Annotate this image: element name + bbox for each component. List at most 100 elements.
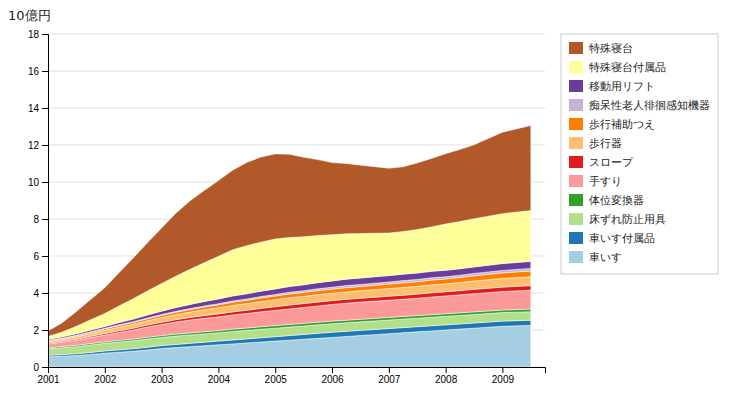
tick-label: 2005 <box>265 374 288 385</box>
x-axis: 2001 2002 2003 2004 2005 2006 2007 2008 2009 <box>37 367 545 385</box>
legend-swatch <box>569 251 583 263</box>
tick-label: 16 <box>28 66 40 77</box>
tick: 2003 <box>151 367 174 385</box>
tick-mark <box>105 367 106 373</box>
tick-label: 2001 <box>37 374 60 385</box>
legend-label: 歩行器 <box>589 137 622 150</box>
tick: 2001 <box>37 367 60 385</box>
area <box>48 125 531 336</box>
tick-label: 0 <box>33 362 39 373</box>
tick: 2009 <box>492 367 515 385</box>
grid-line <box>48 71 545 72</box>
legend-label: 手すり <box>589 175 622 188</box>
tick-label: 14 <box>28 103 40 114</box>
tick: 2004 <box>208 367 231 385</box>
tick-label: 2006 <box>321 374 344 385</box>
tick-label: 2004 <box>208 374 231 385</box>
legend-label: 車いす <box>589 251 622 264</box>
tick-label: 2003 <box>151 374 174 385</box>
tick-mark <box>42 182 48 183</box>
tick-label: 2009 <box>492 374 515 385</box>
tick-label: 12 <box>28 140 40 151</box>
tick-mark <box>42 367 48 368</box>
tick-mark <box>42 256 48 257</box>
tick: 2005 <box>265 367 288 385</box>
tick: 4 <box>33 288 48 299</box>
legend-item: 車いす <box>569 251 622 264</box>
tick: 14 <box>28 103 48 114</box>
tick-label: 10 <box>28 177 40 188</box>
tick-mark <box>42 71 48 72</box>
tick: 2007 <box>378 367 401 385</box>
grid-line <box>48 145 545 146</box>
legend-item: 特殊寝台 <box>569 42 633 55</box>
legend-swatch <box>569 213 583 225</box>
legend-label: スロープ <box>589 156 634 169</box>
legend-item: 体位変換器 <box>569 194 644 207</box>
grid-line <box>48 34 545 35</box>
legend-swatch <box>569 42 583 54</box>
tick-label: 8 <box>33 214 39 225</box>
legend-label: 車いす付属品 <box>589 232 655 245</box>
legend-item: 手すり <box>569 175 622 188</box>
legend-swatch <box>569 156 583 168</box>
tick-mark <box>502 367 503 373</box>
tick-label: 4 <box>33 288 39 299</box>
tick: 6 <box>33 251 48 262</box>
legend-swatch <box>569 194 583 206</box>
tick-mark <box>42 330 48 331</box>
legend-swatch <box>569 61 583 73</box>
plot: 2001 2002 2003 2004 2005 2006 2007 2008 2009 0 2 4 6… <box>28 29 546 385</box>
grid <box>48 34 545 367</box>
legend-label: 体位変換器 <box>589 194 644 207</box>
tick: 2008 <box>435 367 458 385</box>
chart: 2001 2002 2003 2004 2005 2006 2007 2008 2009 0 2 4 6… <box>0 0 740 401</box>
legend-swatch <box>569 118 583 130</box>
tick-label: 2007 <box>378 374 401 385</box>
tick: 18 <box>28 29 48 40</box>
tick-mark <box>162 367 163 373</box>
tick: 10 <box>28 177 48 188</box>
tick-mark <box>42 293 48 294</box>
title: 10億円 <box>8 8 51 23</box>
legend-label: 床ずれ防止用具 <box>589 213 666 226</box>
tick-mark <box>446 367 447 373</box>
areas <box>48 125 531 367</box>
tick-label: 2008 <box>435 374 458 385</box>
legend-label: 痴呆性老人徘徊感知機器 <box>589 99 710 112</box>
grid-line <box>48 108 545 109</box>
legend-frame <box>561 34 718 274</box>
tick-mark <box>332 367 333 373</box>
tick-mark <box>218 367 219 373</box>
axis-line <box>42 35 49 368</box>
legend-swatch <box>569 175 583 187</box>
tick: 8 <box>33 214 48 225</box>
tick-mark <box>42 34 48 35</box>
legend-item: 車いす付属品 <box>569 232 655 245</box>
tick: 0 <box>33 362 48 373</box>
tick-mark <box>42 108 48 109</box>
legend-label: 特殊寝台 <box>589 42 633 55</box>
legend-swatch <box>569 80 583 92</box>
tick: 2 <box>33 325 48 336</box>
tick-label: 2002 <box>94 374 117 385</box>
tick-label: 6 <box>33 251 39 262</box>
axis-line <box>49 368 546 374</box>
legend: 特殊寝台特殊寝台付属品移動用リフト痴呆性老人徘徊感知機器歩行補助つえ歩行器スロー… <box>561 34 718 274</box>
tick: 16 <box>28 66 48 77</box>
legend-label: 特殊寝台付属品 <box>589 61 666 74</box>
legend-swatch <box>569 99 583 111</box>
tick-mark <box>42 219 48 220</box>
legend-label: 移動用リフト <box>589 80 655 93</box>
legend-label: 歩行補助つえ <box>589 118 655 131</box>
tick-label: 2 <box>33 325 39 336</box>
legend-item: 歩行補助つえ <box>569 118 655 131</box>
tick-label: 18 <box>28 29 40 40</box>
tick: 2006 <box>321 367 344 385</box>
tick-mark <box>389 367 390 373</box>
legend-item: スロープ <box>569 156 634 169</box>
tick-mark <box>275 367 276 373</box>
legend-swatch <box>569 137 583 149</box>
legend-item: 移動用リフト <box>569 80 655 93</box>
y-axis: 0 2 4 6 8 10 12 14 16 18 <box>28 29 49 373</box>
